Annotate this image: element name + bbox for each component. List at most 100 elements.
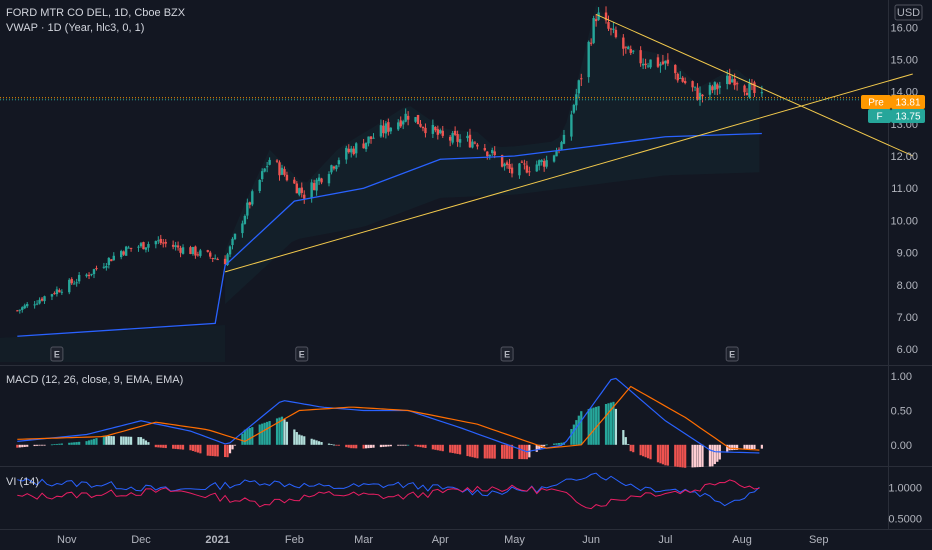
candle-body bbox=[298, 188, 301, 195]
macd-histogram-bar bbox=[120, 436, 123, 445]
macd-histogram-bar bbox=[545, 444, 548, 446]
currency-badge[interactable] bbox=[894, 4, 923, 21]
macd-histogram-bar bbox=[627, 444, 630, 445]
macd-histogram-bar bbox=[211, 444, 214, 457]
vi-axis[interactable]: 1.0000 0.5000 bbox=[888, 483, 922, 526]
candle-body bbox=[181, 247, 185, 254]
earnings-badge[interactable]: E bbox=[725, 346, 739, 362]
earnings-badge-letter: E bbox=[504, 350, 510, 360]
macd-histogram-bar bbox=[174, 444, 177, 449]
candle-body bbox=[112, 255, 115, 261]
macd-histogram-bar bbox=[434, 444, 437, 450]
candle-body bbox=[320, 178, 323, 183]
candle-body bbox=[33, 304, 36, 306]
macd-histogram-bar bbox=[355, 444, 358, 449]
candle-body bbox=[661, 61, 665, 65]
candle-body bbox=[683, 81, 687, 84]
candle-body bbox=[53, 293, 56, 295]
candle-body bbox=[280, 167, 284, 175]
macd-histogram-bar bbox=[372, 444, 375, 448]
macd-histogram-bar bbox=[231, 444, 234, 450]
time-axis[interactable]: Nov Dec 2021 Feb Mar Apr May Jun Jul Aug Sep bbox=[57, 534, 829, 546]
macd-histogram-bar bbox=[701, 444, 704, 467]
candle-body bbox=[107, 258, 111, 265]
candle-body bbox=[110, 259, 113, 262]
macd-histogram-bar bbox=[181, 444, 185, 450]
macd-histogram-bar bbox=[454, 444, 457, 454]
macd-histogram-bar bbox=[21, 444, 24, 448]
macd-histogram-bar bbox=[520, 444, 524, 460]
macd-histogram-bar bbox=[726, 444, 729, 453]
macd-histogram-bar bbox=[760, 444, 763, 449]
macd-histogram-bar bbox=[263, 422, 266, 445]
macd-histogram-bar bbox=[364, 444, 368, 449]
candle-body bbox=[260, 171, 264, 180]
macd-histogram-bar bbox=[666, 444, 669, 466]
macd-histogram-bar bbox=[189, 444, 192, 451]
candle-body bbox=[332, 166, 336, 169]
macd-histogram-bar bbox=[609, 402, 613, 445]
macd-pane bbox=[16, 377, 763, 468]
macd-histogram-bar bbox=[691, 444, 694, 468]
vwap-indicator-label[interactable]: VWAP · 1D (Year, hlc3, 0, 1) bbox=[6, 22, 144, 34]
macd-histogram-bar bbox=[261, 423, 264, 445]
macd-indicator-label[interactable]: MACD (12, 26, close, 9, EMA, EMA) bbox=[6, 374, 183, 386]
trendline-group[interactable] bbox=[224, 13, 913, 273]
candle-body bbox=[231, 238, 234, 246]
macd-axis[interactable]: 1.00 0.50 0.00 bbox=[891, 371, 912, 452]
vi-indicator-label[interactable]: VI (14) bbox=[6, 476, 39, 488]
candle-body bbox=[592, 18, 595, 43]
candle-body bbox=[176, 245, 180, 248]
candle-body bbox=[387, 122, 390, 132]
macd-histogram-bar bbox=[656, 444, 660, 463]
macd-histogram-bar bbox=[369, 444, 373, 448]
candle-body bbox=[748, 83, 751, 98]
macd-histogram-bar bbox=[43, 444, 46, 446]
trendline-resistance[interactable] bbox=[595, 13, 913, 157]
macd-histogram-bar bbox=[399, 444, 402, 446]
earnings-badge[interactable]: E bbox=[295, 346, 309, 362]
macd-histogram-bar bbox=[501, 444, 504, 459]
earnings-badge[interactable]: E bbox=[500, 346, 514, 362]
macd-histogram-bar bbox=[570, 429, 573, 445]
macd-histogram-bar bbox=[280, 416, 284, 445]
candle-body bbox=[233, 233, 237, 240]
earnings-badge[interactable]: E bbox=[50, 346, 64, 362]
candle-body bbox=[38, 299, 41, 304]
macd-histogram-bar bbox=[716, 444, 719, 462]
candle-body bbox=[310, 182, 313, 198]
macd-histogram-bar bbox=[416, 444, 420, 447]
candle-body bbox=[199, 250, 202, 256]
macd-tick-label: 0.00 bbox=[891, 440, 912, 452]
candle-body bbox=[555, 151, 558, 157]
candle-body bbox=[206, 250, 209, 252]
candle-body bbox=[656, 57, 660, 67]
candle-body bbox=[570, 114, 573, 137]
candle-body bbox=[448, 136, 452, 141]
price-tick-label: 11.00 bbox=[891, 183, 918, 195]
candle-body bbox=[691, 81, 694, 88]
macd-histogram-bar bbox=[330, 444, 333, 445]
macd-histogram-bar bbox=[223, 444, 227, 458]
candle-body bbox=[105, 265, 108, 268]
time-tick-label: 2021 bbox=[205, 534, 229, 546]
macd-histogram-bar bbox=[300, 435, 303, 445]
candle-body bbox=[708, 85, 712, 95]
candle-body bbox=[60, 291, 64, 293]
macd-histogram-bar bbox=[595, 406, 598, 445]
candle-body bbox=[55, 289, 59, 295]
macd-histogram-bar bbox=[543, 444, 546, 447]
candle-body bbox=[414, 117, 417, 122]
macd-histogram-bar bbox=[327, 443, 331, 445]
candle-body bbox=[191, 246, 195, 254]
trendline-support[interactable] bbox=[224, 73, 913, 273]
macd-tick-label: 1.00 bbox=[891, 371, 912, 383]
macd-histogram-bar bbox=[745, 444, 749, 450]
macd-histogram-bar bbox=[575, 420, 578, 445]
macd-histogram-bar bbox=[196, 444, 199, 453]
vi-pane bbox=[17, 472, 760, 510]
candle-body bbox=[382, 125, 385, 134]
macd-histogram-bar bbox=[345, 444, 348, 448]
